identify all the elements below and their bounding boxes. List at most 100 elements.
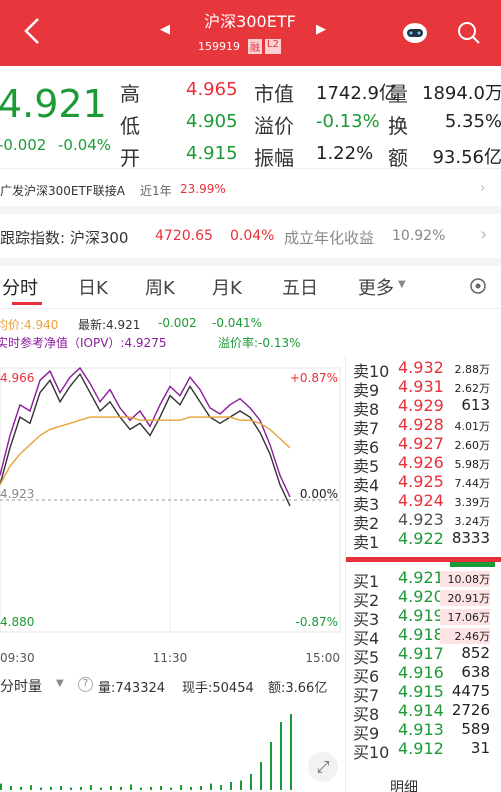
book-label: 卖3 — [353, 495, 380, 514]
title: 沪深300ETF — [204, 12, 296, 31]
book-price: 4.925 — [398, 472, 444, 491]
robot-icon[interactable] — [400, 18, 430, 46]
tab[interactable]: 日K — [78, 278, 108, 299]
book-label: 买4 — [353, 629, 380, 648]
stat-label: 额 — [388, 146, 408, 170]
book-price: 4.914 — [398, 701, 444, 720]
volume-bar — [60, 786, 62, 790]
book-volume: 2.60万 — [454, 439, 491, 452]
y-tick-label: 4.880 — [0, 615, 34, 629]
index-label: 跟踪指数: 沪深300 — [0, 229, 129, 247]
volume-bar — [190, 786, 192, 790]
volume-bar — [250, 774, 252, 790]
stat-label: 低 — [120, 114, 140, 138]
volume-amount: 额:3.66亿 — [268, 681, 328, 696]
book-volume: 3.24万 — [454, 515, 491, 528]
price-line — [0, 372, 291, 507]
book-price: 4.928 — [398, 415, 444, 434]
tag: 融 — [248, 39, 262, 54]
stat-label: 振幅 — [254, 146, 294, 170]
y-pct-label: -0.87% — [296, 615, 338, 629]
volume-bar — [290, 714, 292, 790]
volume-bar — [240, 780, 242, 790]
chevron[interactable]: › — [480, 224, 488, 245]
annual-return: 10.92% — [392, 228, 446, 244]
volume-label[interactable]: 分时量 — [0, 679, 42, 695]
next-arrow[interactable]: ▶ — [316, 22, 326, 37]
book-price: 4.922 — [398, 529, 444, 548]
book-divider-buy — [450, 562, 495, 567]
time-label: 11:30 — [153, 651, 188, 665]
price-chart: 4.966 +0.87% 4.923 0.00% 4.880 -0.87% 09:30 11:… — [0, 366, 341, 665]
book-volume: 2.88万 — [454, 363, 491, 376]
volume-bar — [50, 786, 52, 790]
divider — [0, 308, 501, 309]
fullscreen-button[interactable]: ⤢ — [308, 752, 338, 782]
tab[interactable]: 分时 — [2, 278, 38, 299]
code: 159919 — [198, 40, 240, 53]
volume-bar — [140, 787, 142, 790]
book-label: 卖6 — [353, 438, 380, 457]
volume-bar — [110, 786, 112, 790]
volume-bar — [20, 786, 22, 790]
divider — [0, 206, 501, 214]
book-price: 4.919 — [398, 606, 444, 625]
back-button[interactable] — [20, 16, 44, 46]
volume-bar — [30, 785, 32, 790]
dropdown[interactable]: ▼ — [398, 279, 406, 290]
tab[interactable]: 更多 — [358, 278, 394, 299]
volume-hand: 现手:50454 — [182, 681, 254, 696]
volume-bar — [10, 786, 12, 790]
volume-bar — [270, 742, 272, 790]
book-volume: 4.01万 — [454, 420, 491, 433]
stat-label: 市值 — [254, 82, 294, 106]
tag: L2 — [265, 39, 281, 54]
divider — [0, 168, 501, 169]
volume-bar — [150, 786, 152, 790]
change-pct: -0.04% — [58, 136, 112, 154]
price: 4.921 — [0, 82, 107, 126]
book-volume: 2.46万 — [440, 628, 490, 644]
book-label: 卖1 — [353, 533, 380, 552]
book-label: 卖9 — [353, 381, 380, 400]
stat-value: 4.915 — [186, 143, 238, 164]
iopv: 实时参考净值（IOPV）:4.9275 — [0, 336, 167, 350]
book-price: 4.912 — [398, 739, 444, 758]
book-price: 4.929 — [398, 396, 444, 415]
fund-name[interactable]: 广发沪深300ETF联接A — [0, 184, 125, 198]
search-icon[interactable] — [456, 20, 482, 46]
volume-bar — [210, 783, 212, 790]
tab[interactable]: 五日 — [282, 278, 318, 299]
book-volume: 3.39万 — [454, 496, 491, 509]
volume-bar — [280, 722, 282, 790]
book-label: 卖8 — [353, 400, 380, 419]
book-volume: 638 — [461, 663, 490, 681]
dropdown[interactable]: ▼ — [56, 678, 64, 689]
chevron[interactable]: › — [480, 180, 486, 196]
book-price: 4.915 — [398, 682, 444, 701]
book-label: 买9 — [353, 724, 380, 743]
settings-icon[interactable] — [468, 276, 488, 296]
stat-value: 4.965 — [186, 79, 238, 100]
tab[interactable]: 周K — [145, 278, 175, 299]
stat-label: 溢价 — [254, 114, 294, 138]
detail-tab[interactable]: 明细 — [390, 780, 418, 792]
help-icon[interactable]: ? — [78, 677, 93, 692]
stat-label: 量 — [388, 82, 408, 106]
volume-bar — [200, 786, 202, 790]
book-volume: 17.06万 — [440, 609, 490, 625]
price-line — [0, 366, 291, 498]
book-label: 卖7 — [353, 419, 380, 438]
volume-bar — [260, 762, 262, 790]
fund-return: 23.99% — [180, 182, 226, 196]
price-line — [0, 416, 291, 486]
prev-arrow[interactable]: ◀ — [160, 22, 170, 37]
book-label: 买10 — [353, 743, 390, 762]
y-pct-label: 0.00% — [300, 487, 338, 501]
book-price: 4.918 — [398, 625, 444, 644]
stat-label: 高 — [120, 82, 140, 106]
book-label: 卖2 — [353, 514, 380, 533]
volume-bar — [220, 785, 222, 790]
tab[interactable]: 月K — [212, 278, 242, 299]
divider — [345, 355, 346, 792]
